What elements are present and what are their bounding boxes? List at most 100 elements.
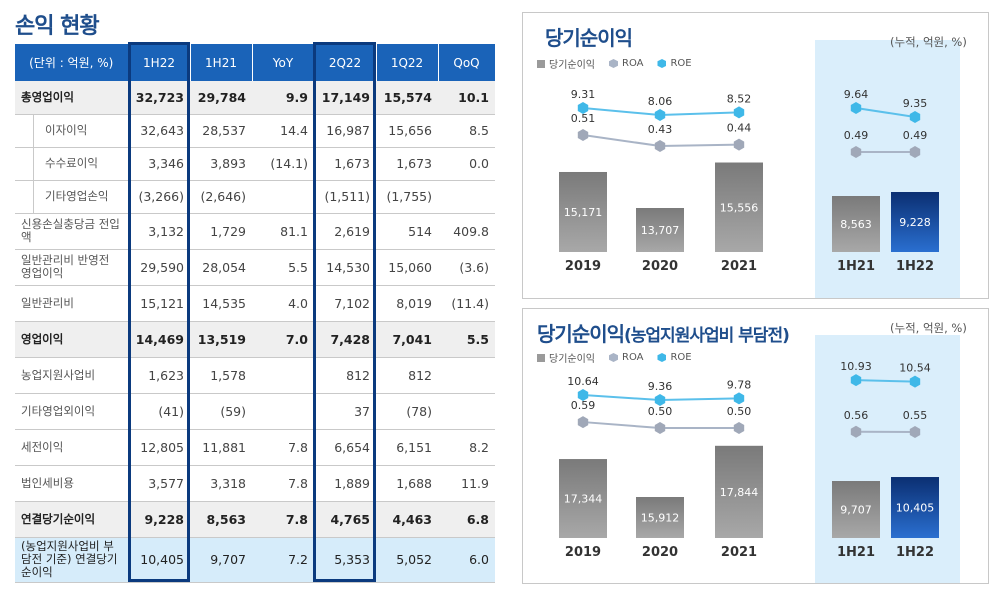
category-label: 1H21 <box>837 545 875 560</box>
cell <box>438 393 495 430</box>
cell: 409.8 <box>438 213 495 250</box>
bar-value-label: 10,405 <box>896 502 935 515</box>
cell: 11,881 <box>190 429 252 466</box>
cell: 9,228 <box>128 501 190 538</box>
half-year-shade <box>815 40 960 298</box>
roe-value-label: 9.35 <box>903 97 928 110</box>
cell: 1,623 <box>128 357 190 394</box>
cell: 6.0 <box>438 537 495 583</box>
cell: 8.2 <box>438 429 495 466</box>
roe-value-label: 9.31 <box>571 88 596 101</box>
cell: 3,132 <box>128 213 190 250</box>
cell: 3,346 <box>128 147 190 181</box>
bar-value-label: 15,556 <box>720 201 759 214</box>
bar-2020 <box>636 497 684 538</box>
cell: 7.0 <box>252 321 314 358</box>
roe-marker <box>850 374 862 387</box>
bar-2021 <box>715 445 763 538</box>
bar-value-label: 15,171 <box>564 206 603 219</box>
bar-2021 <box>715 162 763 252</box>
roe-marker <box>654 394 666 406</box>
roe-value-label: 9.64 <box>844 88 869 101</box>
table-row: 세전이익 12,805 11,881 7.8 6,654 6,151 8.2 <box>15 429 495 466</box>
row-label: 일반관리비 반영전 영업이익 <box>15 249 128 286</box>
cell: 81.1 <box>252 213 314 250</box>
row-label: 총영업이익 <box>15 81 128 115</box>
cell: 15,121 <box>128 285 190 322</box>
category-label: 2021 <box>721 259 757 274</box>
roe-marker <box>577 389 589 401</box>
cell: 7.2 <box>252 537 314 583</box>
bar-1H22 <box>891 192 939 252</box>
roe-marker <box>654 109 666 121</box>
cell: 7,041 <box>376 321 438 358</box>
table-row: 신용손실충당금 전입액 3,132 1,729 81.1 2,619 514 409.8 <box>15 213 495 250</box>
roa-marker <box>909 426 921 438</box>
cell: 6.8 <box>438 501 495 538</box>
chart-unit: (누적, 억원, %) <box>890 321 967 335</box>
bar-value-label: 13,707 <box>641 224 680 237</box>
chart-title: 당기순이익 <box>545 26 633 50</box>
chart-title: 당기순이익(농업지원사업비 부담전) <box>537 322 790 346</box>
cell: 10,405 <box>128 537 190 583</box>
cell: (59) <box>190 393 252 430</box>
gray-square-icon <box>537 353 545 362</box>
category-label: 2020 <box>642 545 678 560</box>
cell: (14.1) <box>252 147 314 181</box>
roe-marker <box>909 111 921 123</box>
cell: 29,784 <box>190 81 252 115</box>
cell: 32,643 <box>128 114 190 148</box>
roa-value-label: 0.59 <box>571 399 596 412</box>
cell <box>252 393 314 430</box>
roa-value-label: 0.55 <box>903 409 928 422</box>
cell: 1,729 <box>190 213 252 250</box>
cell: (1,511) <box>314 180 376 214</box>
cell: 37 <box>314 393 376 430</box>
roe-value-label: 8.06 <box>648 95 673 108</box>
roe-value-label: 10.54 <box>899 362 931 375</box>
cell <box>252 357 314 394</box>
legend-roe: ROE <box>657 352 692 363</box>
table-row: 기타영업외이익 (41) (59) 37 (78) <box>15 393 495 430</box>
cell: 5.5 <box>438 321 495 358</box>
bar-value-label: 15,912 <box>641 512 680 525</box>
hexagon-icon <box>609 353 618 362</box>
category-label: 2019 <box>565 545 601 560</box>
table-row: 농업지원사업비 1,623 1,578 812 812 <box>15 357 495 394</box>
cell: 29,590 <box>128 249 190 286</box>
row-label: 기타영업외이익 <box>15 393 128 430</box>
cell: 17,149 <box>314 81 376 115</box>
roa-marker <box>733 138 745 151</box>
cell: 13,519 <box>190 321 252 358</box>
roa-marker <box>733 422 745 434</box>
bar-1H21 <box>832 481 880 538</box>
legend-roa: ROA <box>609 58 643 69</box>
cell: 7.8 <box>252 465 314 502</box>
cell: 14,535 <box>190 285 252 322</box>
cell: 3,318 <box>190 465 252 502</box>
roa-value-label: 0.44 <box>727 122 752 135</box>
row-label: 일반관리비 <box>15 285 128 322</box>
table-header: (단위 : 억원, %) 1H22 1H21 YoY 2Q22 1Q22 QoQ <box>15 44 496 81</box>
table-row: (농업지원사업비 부담전 기준) 연결당기순이익 10,405 9,707 7.2 5,… <box>15 537 495 583</box>
cell: 3,893 <box>190 147 252 181</box>
category-label: 1H22 <box>896 545 934 560</box>
income-statement-table: (단위 : 억원, %) 1H22 1H21 YoY 2Q22 1Q22 QoQ 총영업이익… <box>15 44 496 583</box>
roa-value-label: 0.49 <box>903 129 928 142</box>
cell: 8,563 <box>190 501 252 538</box>
cell: 15,574 <box>376 81 438 115</box>
roe-marker <box>850 102 862 114</box>
chart-unit: (누적, 억원, %) <box>890 35 967 49</box>
cell: 4.0 <box>252 285 314 322</box>
half-year-shade <box>815 335 960 583</box>
legend-roe: ROE <box>657 58 692 69</box>
cell <box>438 180 495 214</box>
hexagon-icon <box>657 59 667 68</box>
cell: 4,765 <box>314 501 376 538</box>
cell: 9,707 <box>190 537 252 583</box>
cell: 12,805 <box>128 429 190 466</box>
bar-2019 <box>559 171 607 252</box>
cell: 2,619 <box>314 213 376 250</box>
cell: 7.8 <box>252 429 314 466</box>
